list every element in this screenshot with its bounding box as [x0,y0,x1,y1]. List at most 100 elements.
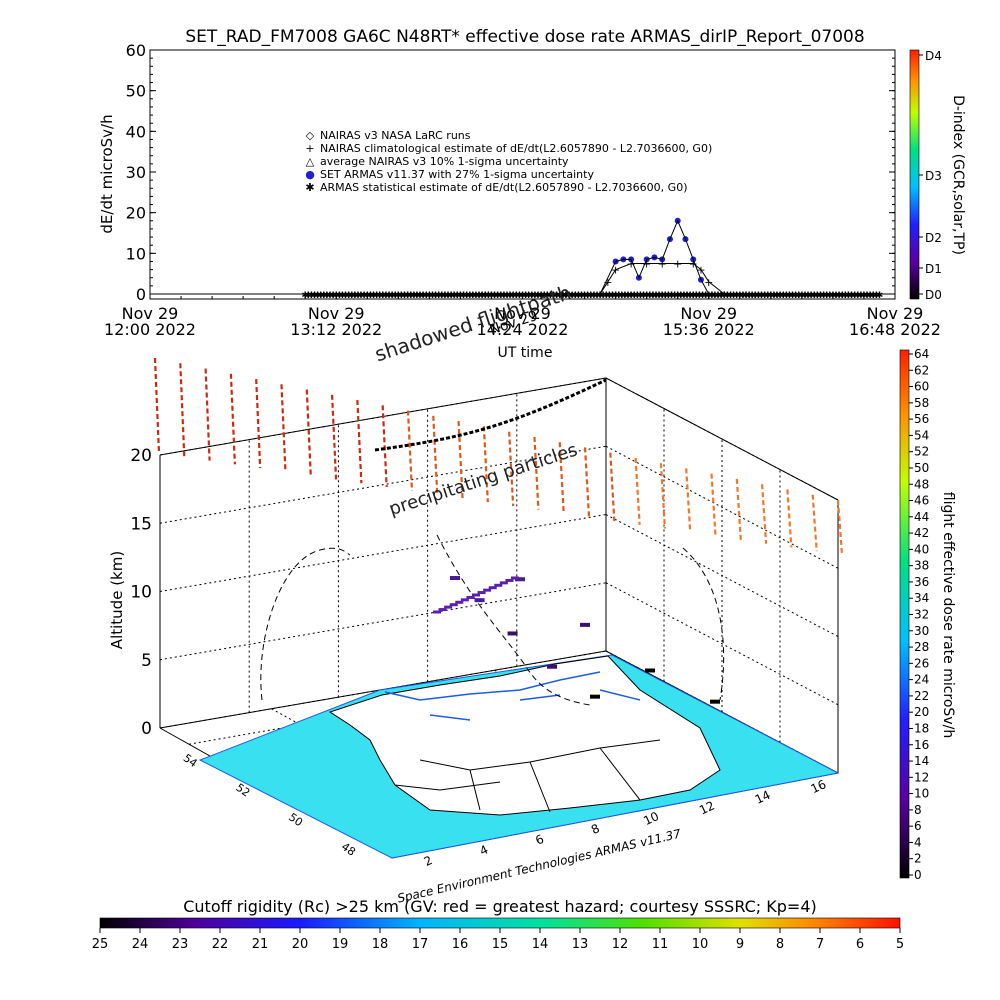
flight-track-peak [494,583,503,587]
baseline-mark: ✱ [323,291,331,301]
rigidity-tick-label: 23 [172,937,189,952]
legend-label: NAIRAS v3 NASA LaRC runs [320,129,471,142]
y-tick-label: 40 [126,122,146,141]
baseline-mark: ✱ [485,291,493,301]
baseline-mark: ✱ [388,291,396,301]
x-tick-label: Nov 29 [494,304,551,323]
dose-rate-tick-label: 50 [914,461,929,475]
d-index-tick-label: D0 [925,288,942,302]
flight-track-point [645,668,655,673]
particle-column [659,463,667,529]
rigidity-tick-label: 11 [652,937,669,952]
baseline-mark: ✱ [838,291,846,301]
baseline-mark: ✱ [835,291,843,301]
baseline-mark: ✱ [441,291,449,301]
top-series: ✱✱✱✱✱✱✱✱✱✱✱✱✱✱✱✱✱✱✱✱✱✱✱✱✱✱✱✱✱✱✱✱✱✱✱✱✱✱✱✱… [150,217,895,301]
baseline-mark: ✱ [615,291,623,301]
altitude-gridline-back [605,582,839,706]
baseline-mark: ✱ [587,291,595,301]
x-tick-label: Nov 29 [308,304,365,323]
baseline-mark: ✱ [575,291,583,301]
flight-track-point [474,598,485,603]
baseline-mark: ✱ [435,291,443,301]
baseline-mark: ✱ [379,291,387,301]
top-y-axis-label: dE/dt microSv/h [98,114,116,233]
baseline-mark: ✱ [351,291,359,301]
baseline-mark: ✱ [354,291,362,301]
rigidity-tick-label: 10 [692,937,709,952]
legend-symbol: ● [305,168,315,181]
flight-track-peak [438,608,447,612]
legend-label: ARMAS statistical estimate of dE/dt(L2.6… [320,181,687,194]
flight-track-peak [466,595,475,599]
baseline-mark: ✱ [745,291,753,301]
baseline-mark: ✱ [674,291,682,301]
altitude-tick-label: 20 [130,446,152,466]
baseline-mark: ✱ [795,291,803,301]
rigidity-tick-label: 5 [896,937,904,952]
particle-column [836,499,844,556]
baseline-mark: ✱ [717,291,725,301]
baseline-mark: ✱ [627,291,635,301]
baseline-mark: ✱ [863,291,871,301]
baseline-mark: ✱ [547,291,555,301]
rigidity-tick-label: 8 [776,937,784,952]
baseline-mark: ✱ [869,291,877,301]
baseline-mark: ✱ [665,291,673,301]
dose-rate-tick-label: 64 [914,347,929,361]
baseline-mark: ✱ [689,291,697,301]
dose-rate-tick-label: 2 [914,852,922,866]
flight-track-peak [499,581,508,585]
baseline-mark: ✱ [599,291,607,301]
baseline-mark: ✱ [568,291,576,301]
dose-rate-tick-label: 28 [914,640,929,654]
nairas-mark: + [720,288,729,301]
baseline-mark: ✱ [395,291,403,301]
longitude-tick-label: 4 [478,842,491,858]
baseline-mark: ✱ [773,291,781,301]
particle-column [229,373,236,465]
baseline-mark: ✱ [419,291,427,301]
baseline-mark: ✱ [630,291,638,301]
rigidity-tick-label: 25 [92,937,109,952]
baseline-mark: ✱ [339,291,347,301]
baseline-mark: ✱ [596,291,604,301]
legend-label: average NAIRAS v3 10% 1-sigma uncertaint… [320,155,569,168]
particle-column [609,452,616,522]
particle-column [330,394,338,480]
baseline-mark: ✱ [516,291,524,301]
baseline-mark: ✱ [801,291,809,301]
coastline-detail [384,671,641,721]
baseline-mark: ✱ [677,291,685,301]
y-tick-label: 60 [126,41,146,60]
particle-column [179,363,186,457]
baseline-mark: ✱ [540,291,548,301]
baseline-mark: ✱ [590,291,598,301]
baseline-mark: ✱ [786,291,794,301]
baseline-mark: ✱ [466,291,474,301]
flight-track-peak [433,610,441,614]
dose-rate-tick-label: 40 [914,542,929,556]
baseline-mark: ✱ [460,291,468,301]
altitude-tick-label: 0 [141,719,152,739]
rigidity-tick-label: 7 [816,937,824,952]
baseline-mark: ✱ [876,291,884,301]
shadowed-flightpath-track [374,378,607,452]
baseline-mark: ✱ [683,291,691,301]
flight-track-point [710,699,720,704]
baseline-mark: ✱ [699,291,707,301]
baseline-mark: ✱ [634,291,642,301]
baseline-mark: ✱ [301,291,309,301]
rigidity-tick-label: 16 [452,937,469,952]
baseline-mark: ✱ [326,291,334,301]
baseline-mark: ✱ [857,291,865,301]
baseline-mark: ✱ [454,291,462,301]
particle-column [685,468,692,533]
baseline-mark: ✱ [621,291,629,301]
dose-rate-tick-label: 8 [914,803,922,817]
flight-track [433,576,720,704]
particle-column [786,489,793,548]
particle-column [634,457,641,525]
baseline-mark: ✱ [432,291,440,301]
